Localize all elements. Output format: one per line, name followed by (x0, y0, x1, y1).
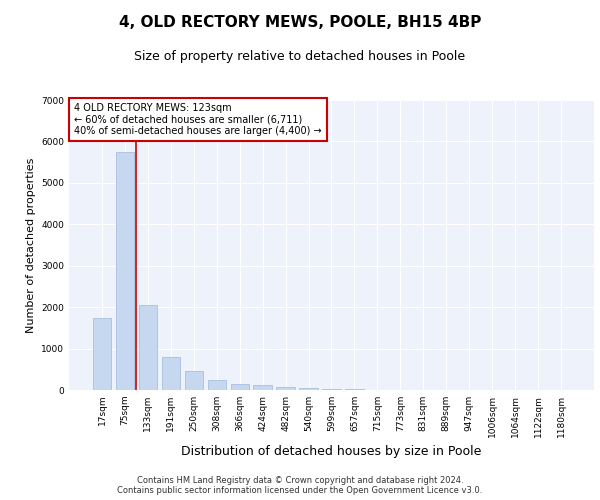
Bar (139, 305, 157, 390)
Bar (185, 372, 203, 390)
Bar (116, 152, 134, 390)
Bar (322, 389, 341, 390)
Text: Size of property relative to detached houses in Poole: Size of property relative to detached ho… (134, 50, 466, 63)
Text: Contains HM Land Registry data © Crown copyright and database right 2024.
Contai: Contains HM Land Registry data © Crown c… (118, 476, 482, 495)
Bar (230, 384, 249, 390)
Bar (299, 388, 318, 390)
Bar (208, 380, 226, 390)
Y-axis label: Number of detached properties: Number of detached properties (26, 158, 35, 332)
Bar (162, 357, 180, 390)
X-axis label: Distribution of detached houses by size in Poole: Distribution of detached houses by size … (181, 446, 482, 458)
Bar (277, 386, 295, 390)
Text: 4 OLD RECTORY MEWS: 123sqm
← 60% of detached houses are smaller (6,711)
40% of s: 4 OLD RECTORY MEWS: 123sqm ← 60% of deta… (74, 103, 322, 136)
Bar (253, 385, 272, 390)
Text: 4, OLD RECTORY MEWS, POOLE, BH15 4BP: 4, OLD RECTORY MEWS, POOLE, BH15 4BP (119, 15, 481, 30)
Bar (93, 318, 111, 390)
